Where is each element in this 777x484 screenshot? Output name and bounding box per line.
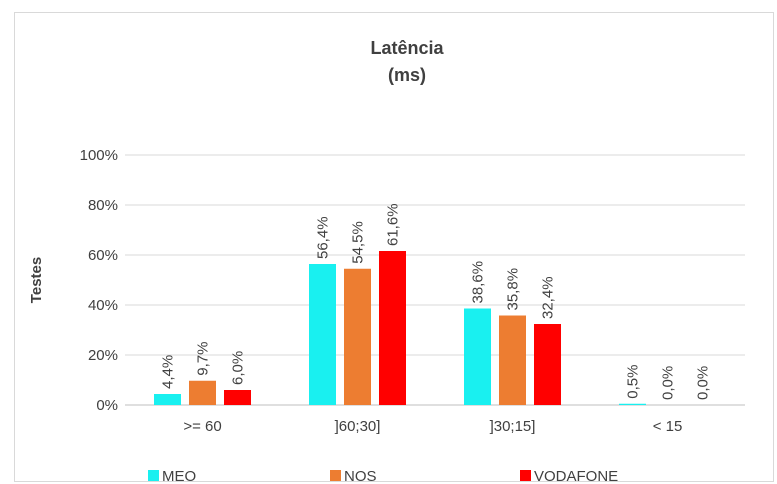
x-tick-label: >= 60 <box>183 418 221 435</box>
legend-label-vodafone: VODAFONE <box>534 468 618 484</box>
y-axis-ticks: 0% 20% 40% 60% 80% 100% <box>80 147 118 414</box>
x-axis-ticks: >= 60 ]60;30] ]30;15] < 15 <box>183 418 682 435</box>
data-label: 32,4% <box>540 276 557 319</box>
legend-swatch-nos <box>330 470 341 481</box>
legend-swatch-vodafone <box>520 470 531 481</box>
bar-nos-1 <box>344 268 371 405</box>
legend-swatch-meo <box>148 470 159 481</box>
legend: MEO NOS VODAFONE <box>148 468 618 484</box>
bar-meo-3 <box>619 403 646 405</box>
bar-vodafone-2 <box>534 324 561 405</box>
y-axis-label: Testes <box>28 257 45 303</box>
data-labels: 4,4% 9,7% 6,0% 56,4% 54,5% 61,6% 38,6% 35,8% 32,… <box>160 203 712 400</box>
y-tick-label: 80% <box>88 197 118 214</box>
y-tick-label: 40% <box>88 297 118 314</box>
bar-nos-2 <box>499 315 526 405</box>
data-label: 9,7% <box>195 342 212 376</box>
chart-title: Latência <box>370 38 444 58</box>
bar-meo-1 <box>309 264 336 405</box>
bar-vodafone-1 <box>379 251 406 405</box>
bars <box>154 251 646 405</box>
data-label: 38,6% <box>470 261 487 304</box>
data-label: 61,6% <box>385 203 402 246</box>
legend-label-nos: NOS <box>344 468 377 484</box>
x-tick-label: ]60;30] <box>335 418 381 435</box>
data-label: 0,0% <box>660 366 677 400</box>
y-tick-label: 20% <box>88 347 118 364</box>
gridlines <box>125 154 745 406</box>
bar-meo-2 <box>464 308 491 405</box>
y-tick-label: 60% <box>88 247 118 264</box>
x-tick-label: ]30;15] <box>490 418 536 435</box>
bar-nos-0 <box>189 380 216 405</box>
data-label: 0,0% <box>695 366 712 400</box>
data-label: 6,0% <box>230 351 247 385</box>
y-tick-label: 100% <box>80 147 118 164</box>
bar-meo-0 <box>154 394 181 405</box>
legend-label-meo: MEO <box>162 468 196 484</box>
chart-subtitle: (ms) <box>388 65 426 85</box>
data-label: 54,5% <box>350 221 367 264</box>
y-tick-label: 0% <box>96 397 118 414</box>
data-label: 35,8% <box>505 268 522 311</box>
x-tick-label: < 15 <box>653 418 683 435</box>
data-label: 56,4% <box>315 216 332 259</box>
data-label: 4,4% <box>160 355 177 389</box>
data-label: 0,5% <box>625 365 642 399</box>
bar-vodafone-0 <box>224 390 251 405</box>
